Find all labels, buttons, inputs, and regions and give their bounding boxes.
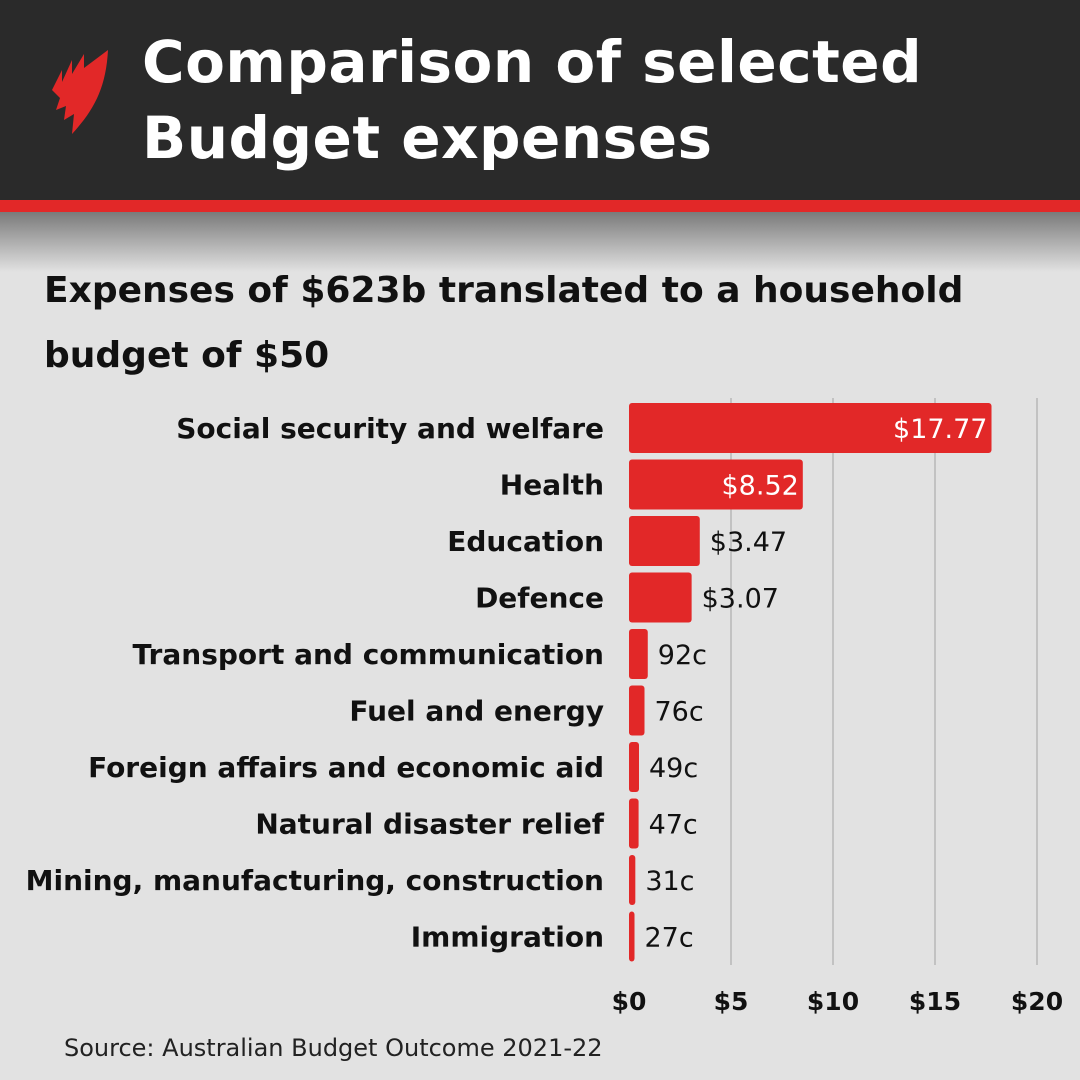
data-label: $3.07 (702, 584, 779, 615)
sbs-logo-icon (52, 50, 108, 134)
category-label: Mining, manufacturing, construction (26, 864, 604, 897)
category-label: Defence (475, 582, 604, 615)
bar (629, 798, 639, 849)
data-label: 49c (649, 753, 698, 784)
x-tick-label: $5 (714, 987, 749, 1016)
data-label: $8.52 (722, 471, 799, 502)
category-label: Transport and communication (133, 638, 604, 671)
title-line-1: Comparison of selected (142, 28, 923, 96)
data-label: 31c (645, 866, 694, 897)
chart-title: Expenses of $623b translated to a househ… (44, 270, 964, 376)
source-note: Source: Australian Budget Outcome 2021-2… (64, 1034, 603, 1062)
title-line-2: Budget expenses (142, 104, 713, 172)
data-label: $17.77 (893, 414, 987, 445)
bar (629, 911, 635, 962)
bar (629, 459, 803, 510)
bar-chart: $0 $5 $10 $15 $20 Social security and welfare… (26, 398, 1063, 1016)
page-title: Comparison of selected Budget expenses (142, 24, 922, 176)
bar (629, 742, 639, 792)
category-label: Social security and welfare (176, 412, 604, 445)
bar (629, 403, 992, 453)
category-label: Fuel and energy (349, 695, 604, 728)
bar (629, 516, 700, 566)
bar (629, 855, 636, 905)
bar (629, 685, 645, 736)
data-label: 47c (649, 810, 698, 841)
x-tick-label: $10 (807, 987, 859, 1016)
x-tick-label: $0 (612, 987, 647, 1016)
category-label: Natural disaster relief (255, 808, 604, 841)
data-label: 27c (645, 923, 694, 954)
bar (629, 629, 648, 679)
shadow-gradient (0, 212, 1080, 272)
data-label: $3.47 (710, 527, 787, 558)
x-tick-label: $20 (1011, 987, 1063, 1016)
category-label: Immigration (411, 921, 604, 954)
bar (629, 572, 692, 623)
x-tick-label: $15 (909, 987, 961, 1016)
category-label: Foreign affairs and economic aid (88, 751, 604, 784)
accent-divider (0, 200, 1080, 212)
category-label: Education (447, 525, 604, 558)
data-label: 92c (658, 640, 707, 671)
data-label: 76c (655, 697, 704, 728)
header-banner (0, 0, 1080, 200)
category-label: Health (500, 469, 604, 502)
